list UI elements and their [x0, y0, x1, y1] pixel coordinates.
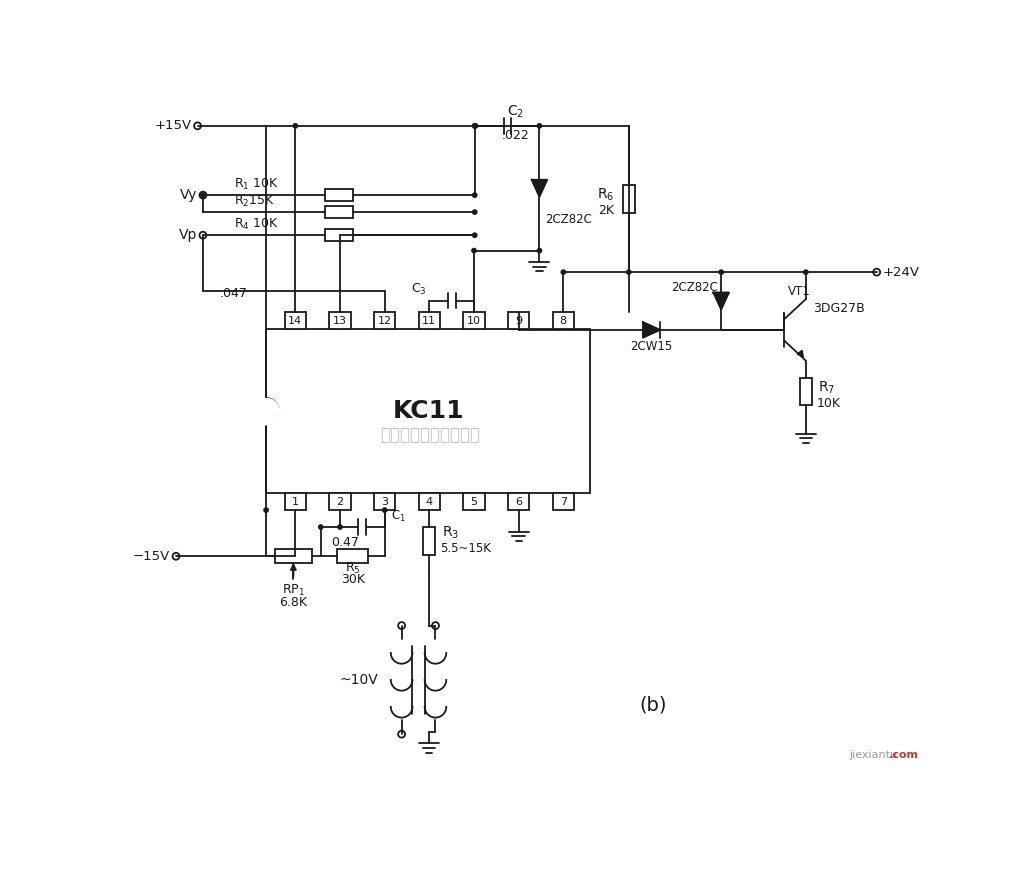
Text: .022: .022	[501, 129, 529, 142]
Circle shape	[472, 123, 476, 128]
Text: VT1: VT1	[788, 285, 811, 298]
Bar	[285, 312, 306, 329]
Circle shape	[561, 270, 565, 275]
Circle shape	[472, 210, 476, 215]
Text: 2: 2	[336, 496, 343, 507]
Text: 12: 12	[378, 315, 392, 326]
Circle shape	[471, 249, 476, 253]
Circle shape	[627, 270, 631, 275]
Text: (b): (b)	[639, 695, 667, 714]
Circle shape	[201, 193, 205, 197]
Bar	[329, 493, 351, 510]
Circle shape	[383, 507, 387, 512]
Text: 2CZ82C: 2CZ82C	[671, 281, 718, 294]
Polygon shape	[643, 322, 660, 337]
Bar	[423, 527, 436, 554]
Bar	[266, 329, 590, 493]
Text: 2CZ82C: 2CZ82C	[546, 213, 592, 226]
Bar	[418, 493, 440, 510]
Text: 13: 13	[333, 315, 347, 326]
Text: 10: 10	[467, 315, 480, 326]
Text: 5.5~15K: 5.5~15K	[440, 542, 491, 555]
Text: Vp: Vp	[178, 229, 196, 242]
Text: 9: 9	[515, 315, 522, 326]
Text: 3DG27B: 3DG27B	[813, 302, 865, 315]
Text: C$_1$: C$_1$	[391, 508, 405, 524]
Text: 杭州将睿科技有限公司: 杭州将睿科技有限公司	[380, 427, 480, 444]
Circle shape	[293, 123, 297, 128]
Polygon shape	[714, 293, 729, 309]
Text: R$_7$: R$_7$	[818, 380, 836, 396]
Bar	[374, 312, 395, 329]
Bar	[275, 549, 312, 563]
Circle shape	[472, 193, 476, 197]
Bar	[463, 493, 485, 510]
Text: 14: 14	[288, 315, 302, 326]
Text: 5: 5	[470, 496, 477, 507]
Text: .047: .047	[220, 287, 247, 300]
Bar	[553, 312, 574, 329]
Text: +24V: +24V	[883, 266, 920, 279]
Text: 1: 1	[292, 496, 299, 507]
Text: 10K: 10K	[816, 396, 841, 409]
Circle shape	[538, 249, 542, 253]
Text: RP$_1$: RP$_1$	[282, 583, 305, 599]
Circle shape	[719, 270, 724, 275]
Text: 4: 4	[426, 496, 433, 507]
Bar	[508, 493, 529, 510]
Bar	[553, 493, 574, 510]
Bar	[418, 312, 440, 329]
Circle shape	[472, 233, 476, 237]
Circle shape	[319, 525, 323, 529]
Text: +15V: +15V	[155, 119, 191, 132]
Text: ~10V: ~10V	[340, 673, 379, 687]
Text: 6.8K: 6.8K	[279, 596, 307, 609]
Polygon shape	[531, 180, 547, 196]
Circle shape	[473, 123, 477, 128]
Bar	[800, 378, 812, 405]
Bar	[285, 493, 306, 510]
Text: R$_5$: R$_5$	[345, 561, 360, 576]
Circle shape	[538, 123, 542, 128]
Circle shape	[803, 270, 808, 275]
Bar	[337, 549, 369, 563]
Circle shape	[264, 507, 268, 512]
Text: 11: 11	[422, 315, 437, 326]
Bar	[374, 493, 395, 510]
Text: R$_2$15K: R$_2$15K	[234, 194, 275, 209]
Text: R$_3$: R$_3$	[442, 525, 459, 541]
Bar	[623, 185, 635, 213]
Circle shape	[338, 525, 342, 529]
Text: KC11: KC11	[392, 399, 464, 423]
Text: R$_6$: R$_6$	[597, 187, 614, 203]
Text: Vy: Vy	[179, 189, 196, 202]
Text: C$_2$: C$_2$	[507, 103, 523, 120]
Text: R$_4$ 10K: R$_4$ 10K	[234, 217, 279, 232]
Text: 2K: 2K	[598, 204, 614, 217]
Text: jiexiantu: jiexiantu	[850, 750, 898, 760]
Bar	[325, 189, 352, 202]
Bar	[325, 229, 352, 242]
Bar	[508, 312, 529, 329]
Text: 3: 3	[381, 496, 388, 507]
Text: C$_3$: C$_3$	[410, 282, 427, 297]
Text: 30K: 30K	[341, 573, 364, 586]
Text: .com: .com	[889, 750, 919, 760]
Bar	[329, 312, 351, 329]
Text: 2CW15: 2CW15	[630, 341, 673, 354]
Text: 8: 8	[560, 315, 567, 326]
Circle shape	[472, 123, 476, 128]
Text: 6: 6	[515, 496, 522, 507]
Text: R$_1$ 10K: R$_1$ 10K	[234, 176, 279, 192]
Text: 7: 7	[560, 496, 567, 507]
Text: 0.47: 0.47	[331, 536, 359, 549]
Bar	[325, 206, 352, 218]
Bar	[463, 312, 485, 329]
Text: −15V: −15V	[132, 550, 170, 563]
